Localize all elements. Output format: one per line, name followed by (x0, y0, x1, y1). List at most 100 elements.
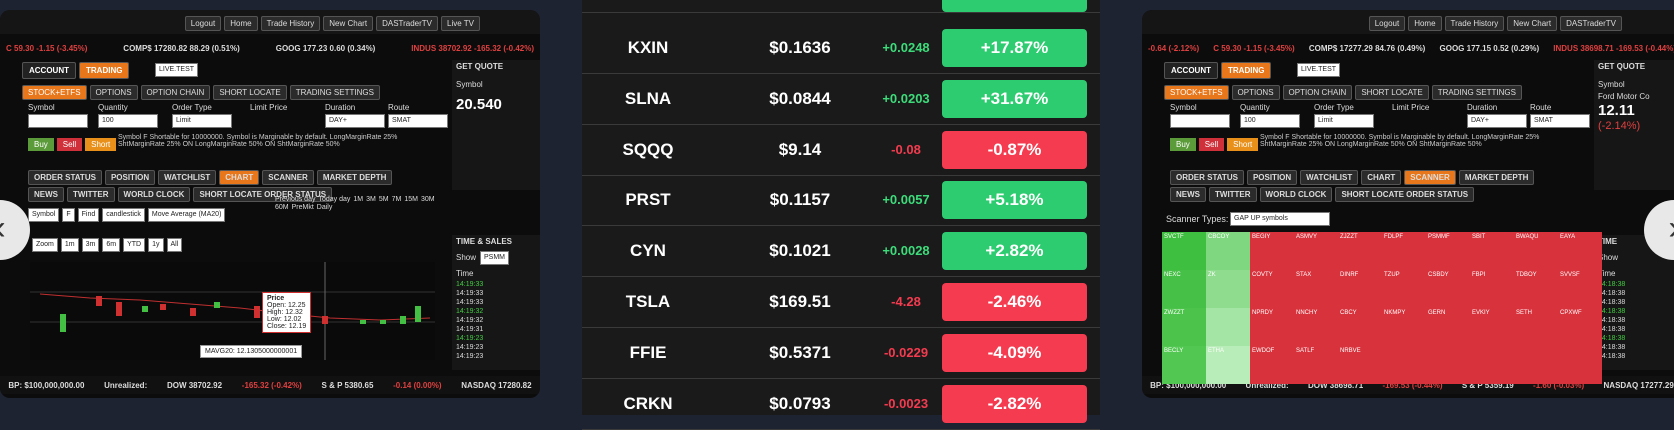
heatmap-tile[interactable]: SVCTF (1162, 232, 1206, 270)
chart-tool[interactable]: Find (77, 208, 100, 222)
interval-option[interactable]: 15M (404, 196, 418, 203)
heatmap-tile[interactable]: GERN (1426, 308, 1470, 346)
field-input[interactable] (1170, 114, 1230, 128)
heatmap-tile[interactable] (1206, 308, 1250, 346)
zoom-button[interactable]: All (166, 238, 183, 252)
order-tab[interactable]: STOCK+ETFS (1164, 85, 1229, 100)
heatmap-tile[interactable]: BWAQU (1514, 232, 1558, 270)
field-input[interactable]: Limit (1314, 114, 1374, 128)
panel-tab[interactable]: SHORT LOCATE ORDER STATUS (1335, 187, 1475, 202)
field-input[interactable]: DAY+ (325, 114, 385, 128)
order-button[interactable]: Short (85, 138, 117, 151)
scanner-select[interactable]: GAP UP symbols (1230, 212, 1330, 226)
heatmap-tile[interactable]: NKMPY (1382, 308, 1426, 346)
chart-tool[interactable]: Symbol (28, 208, 60, 222)
menu-item[interactable]: Home (224, 16, 258, 31)
order-tab[interactable]: OPTION CHAIN (140, 85, 211, 100)
panel-tab[interactable]: NEWS (28, 187, 64, 202)
chart-tool[interactable]: Move Average (MA20) (147, 208, 226, 222)
account-tab[interactable]: ACCOUNT (22, 62, 76, 79)
field-input[interactable]: Limit (172, 114, 232, 128)
heatmap-tile[interactable]: PSMMF (1426, 232, 1470, 270)
chart-tool[interactable]: candlestick (102, 208, 145, 222)
panel-tab[interactable]: MARKET DEPTH (1458, 170, 1535, 185)
panel-tab[interactable]: WATCHLIST (158, 170, 217, 185)
panel-tab[interactable]: TWITTER (1209, 187, 1257, 202)
heatmap-tile[interactable]: STAX (1294, 270, 1338, 308)
table-row[interactable]: CYN $0.1021 +0.0028 +2.82% (582, 226, 1100, 278)
heatmap-tile[interactable]: CSBDY (1426, 270, 1470, 308)
interval-option[interactable]: 60M (275, 204, 289, 211)
panel-tab[interactable]: NEWS (1170, 187, 1206, 202)
panel-tab[interactable]: SCANNER (1404, 170, 1456, 185)
heatmap-tile[interactable]: EWDOF (1250, 346, 1294, 384)
panel-tab[interactable]: TWITTER (67, 187, 115, 202)
heatmap-tile[interactable]: FBPI (1470, 270, 1514, 308)
account-tab[interactable]: TRADING (79, 62, 130, 79)
heatmap-tile[interactable]: TZUP (1382, 270, 1426, 308)
order-tab[interactable]: TRADING SETTINGS (1431, 85, 1522, 100)
account-select[interactable]: LIVE.TEST (155, 63, 199, 77)
heatmap-tile[interactable]: CBCY (1338, 308, 1382, 346)
order-tab[interactable]: SHORT LOCATE (1355, 85, 1429, 100)
field-input[interactable]: SMAT (388, 114, 448, 128)
interval-option[interactable]: 1M (353, 196, 364, 203)
heatmap-tile[interactable]: SBIT (1470, 232, 1514, 270)
table-row[interactable]: FFIE $0.5371 -0.0229 -4.09% (582, 328, 1100, 379)
interval-option[interactable]: 30M (420, 196, 435, 203)
heatmap-tile[interactable]: CPXWF (1558, 308, 1602, 346)
menu-item[interactable]: Home (1408, 16, 1442, 31)
account-select[interactable]: LIVE.TEST (1297, 63, 1341, 77)
zoom-button[interactable]: Zoom (32, 238, 58, 252)
interval-option[interactable]: 7M (391, 196, 402, 203)
panel-tab[interactable]: CHART (219, 170, 260, 185)
panel-tab[interactable]: POSITION (104, 170, 156, 185)
interval-option[interactable]: 3M (366, 196, 376, 203)
chart-tool[interactable]: F (62, 208, 75, 222)
interval-option[interactable]: Daily (316, 204, 333, 211)
order-tab[interactable]: SHORT LOCATE (213, 85, 287, 100)
heatmap-tile[interactable]: ETHA (1206, 346, 1250, 384)
order-tab[interactable]: OPTIONS (89, 85, 138, 100)
heatmap-tile[interactable]: SVVSF (1558, 270, 1602, 308)
panel-tab[interactable]: ORDER STATUS (1170, 170, 1244, 185)
menu-item[interactable]: Logout (184, 16, 222, 31)
heatmap-tile[interactable] (1426, 346, 1470, 384)
table-row[interactable]: TSLA $169.51 -4.28 -2.46% (582, 277, 1100, 328)
order-tab[interactable]: TRADING SETTINGS (289, 85, 380, 100)
heatmap-tile[interactable] (1558, 346, 1602, 384)
heatmap-tile[interactable]: SATLF (1294, 346, 1338, 384)
heatmap-tile[interactable]: ASMVY (1294, 232, 1338, 270)
heatmap-tile[interactable]: NRBVE (1338, 346, 1382, 384)
heatmap-tile[interactable]: CBCOY (1206, 232, 1250, 270)
table-row[interactable]: KXIN $0.1636 +0.0248 +17.87% (582, 23, 1100, 74)
table-row[interactable]: PRST $0.1157 +0.0057 +5.18% (582, 175, 1100, 227)
menu-item[interactable]: New Chart (1507, 16, 1558, 31)
order-button[interactable]: Buy (1170, 138, 1196, 151)
heatmap-tile[interactable]: EAYA (1558, 232, 1602, 270)
order-button[interactable]: Buy (28, 138, 54, 151)
panel-tab[interactable]: WORLD CLOCK (1259, 187, 1333, 202)
order-tab[interactable]: OPTION CHAIN (1282, 85, 1353, 100)
field-input[interactable]: DAY+ (1467, 114, 1527, 128)
menu-item[interactable]: Trade History (1444, 16, 1505, 31)
field-input[interactable]: 100 (98, 114, 158, 128)
heatmap-tile[interactable]: ZK (1206, 270, 1250, 308)
heatmap-tile[interactable] (1382, 346, 1426, 384)
heatmap-tile[interactable]: DINRF (1338, 270, 1382, 308)
heatmap-tile[interactable]: SETH (1514, 308, 1558, 346)
zoom-button[interactable]: YTD (123, 238, 146, 252)
order-tab[interactable]: STOCK+ETFS (22, 85, 87, 100)
heatmap-tile[interactable]: EVKIY (1470, 308, 1514, 346)
panel-tab[interactable]: MARKET DEPTH (316, 170, 393, 185)
interval-option[interactable]: 5M (378, 196, 389, 203)
zoom-button[interactable]: 1y (148, 238, 164, 252)
heatmap-tile[interactable]: BECLY (1162, 346, 1206, 384)
heatmap-tile[interactable]: FDLPF (1382, 232, 1426, 270)
menu-item[interactable]: Logout (1368, 16, 1406, 31)
order-tab[interactable]: OPTIONS (1231, 85, 1280, 100)
table-row[interactable]: SQQQ $9.14 -0.08 -0.87% (582, 125, 1100, 176)
interval-option[interactable]: Previous day (275, 196, 316, 203)
menu-item[interactable]: Trade History (260, 16, 321, 31)
heatmap-tile[interactable]: COVTY (1250, 270, 1294, 308)
